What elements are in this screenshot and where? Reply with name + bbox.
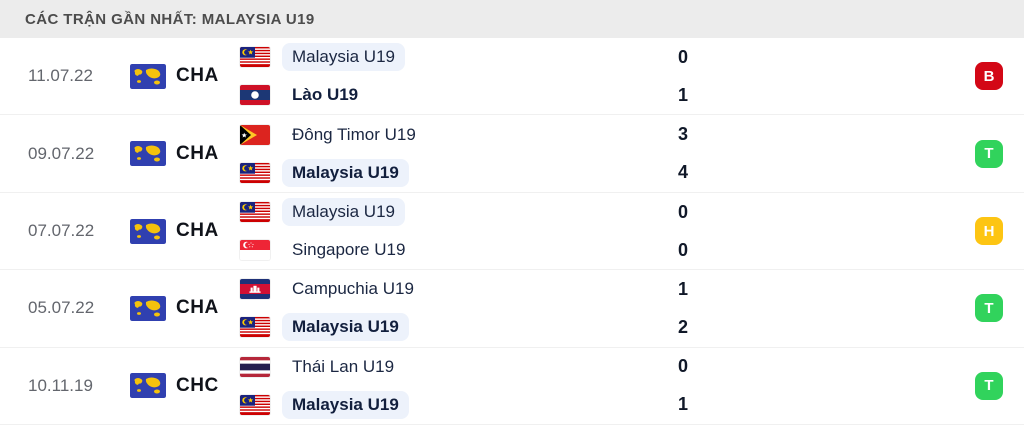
away-team-score: 4 — [677, 162, 688, 183]
competition-code: CHA — [176, 142, 219, 164]
away-team-line: Malaysia U19 4 — [240, 158, 975, 188]
home-team-score: 0 — [677, 356, 688, 377]
competition-code: CHA — [176, 65, 219, 87]
flag-malaysia-icon — [240, 47, 270, 68]
competition: CHA — [130, 295, 240, 321]
match-date: 09.07.22 — [28, 143, 95, 163]
home-team-name[interactable]: Thái Lan U19 — [292, 356, 395, 376]
flag-east-timor-icon — [240, 124, 270, 145]
match-row[interactable]: 05.07.22 CHA Campuchia U19 1 Malaysia U1… — [0, 270, 1024, 348]
match-teams: Malaysia U19 0 Singapore U19 0 — [240, 197, 975, 265]
home-team-line: Malaysia U19 0 — [240, 197, 975, 227]
flag-malaysia-icon — [240, 162, 270, 183]
home-team-score: 1 — [677, 278, 688, 299]
home-team-score: 0 — [677, 46, 688, 67]
match-date: 07.07.22 — [28, 221, 95, 241]
competition: CHA — [130, 218, 240, 244]
away-team-line: Malaysia U19 2 — [240, 312, 975, 342]
match-row[interactable]: 10.11.19 CHC Thái Lan U19 0 Malaysia U19… — [0, 347, 1024, 425]
flag-thailand-icon — [240, 356, 270, 377]
flag-cambodia-icon — [240, 279, 270, 300]
competition: CHA — [130, 63, 240, 89]
match-teams: Thái Lan U19 0 Malaysia U19 1 — [240, 352, 975, 420]
away-team-score: 2 — [677, 316, 688, 337]
competition-world-map-icon — [130, 141, 166, 167]
match-teams: Đông Timor U19 3 Malaysia U19 4 — [240, 120, 975, 188]
away-team-name[interactable]: Singapore U19 — [292, 240, 406, 260]
away-team-line: Singapore U19 0 — [240, 235, 975, 265]
competition-world-map-icon — [130, 295, 166, 321]
competition-code: CHA — [176, 220, 219, 242]
away-team-score: 1 — [677, 394, 688, 415]
match-teams: Malaysia U19 0 Lào U19 1 — [240, 42, 975, 110]
match-date: 10.11.19 — [28, 375, 93, 395]
match-row[interactable]: 07.07.22 CHA Malaysia U19 0 Singapore U1… — [0, 192, 1024, 271]
flag-laos-icon — [240, 85, 270, 106]
flag-malaysia-icon — [240, 317, 270, 338]
home-team-line: Thái Lan U19 0 — [240, 352, 975, 382]
home-team-name[interactable]: Đông Timor U19 — [292, 124, 416, 144]
result-badge-draw: H — [975, 217, 1003, 246]
home-team-line: Malaysia U19 0 — [240, 42, 975, 72]
home-team-line: Campuchia U19 1 — [240, 274, 975, 304]
away-team-name[interactable]: Lào U19 — [292, 85, 359, 105]
competition-world-map-icon — [130, 218, 166, 244]
result-badge-win: T — [975, 371, 1003, 400]
home-team-name[interactable]: Campuchia U19 — [292, 279, 414, 299]
away-team-score: 0 — [677, 239, 688, 260]
competition-code: CHA — [176, 297, 219, 319]
away-team-name[interactable]: Malaysia U19 — [282, 313, 409, 342]
match-date: 05.07.22 — [28, 298, 95, 318]
match-teams: Campuchia U19 1 Malaysia U19 2 — [240, 274, 975, 342]
home-team-name[interactable]: Malaysia U19 — [282, 198, 405, 227]
flag-malaysia-icon — [240, 394, 270, 415]
competition: CHC — [130, 373, 240, 399]
match-row[interactable]: 09.07.22 CHA Đông Timor U19 3 Malaysia U… — [0, 115, 1024, 193]
match-row[interactable]: 11.07.22 CHA Malaysia U19 0 Lào U19 1 B — [0, 38, 1024, 116]
result-badge-loss: B — [975, 62, 1003, 91]
result-badge-win: T — [975, 294, 1003, 323]
competition-code: CHC — [176, 374, 219, 396]
away-team-name[interactable]: Malaysia U19 — [282, 390, 409, 419]
away-team-name[interactable]: Malaysia U19 — [282, 158, 409, 187]
home-team-score: 3 — [677, 124, 688, 145]
competition-world-map-icon — [130, 373, 166, 399]
flag-singapore-icon — [240, 240, 270, 261]
match-date: 11.07.22 — [28, 66, 93, 86]
flag-malaysia-icon — [240, 202, 270, 223]
widget-title: CÁC TRẬN GẦN NHẤT: MALAYSIA U19 — [25, 10, 315, 28]
home-team-line: Đông Timor U19 3 — [240, 120, 975, 150]
widget-header: CÁC TRẬN GẦN NHẤT: MALAYSIA U19 — [0, 0, 1024, 38]
result-badge-win: T — [975, 139, 1003, 168]
home-team-name[interactable]: Malaysia U19 — [282, 43, 405, 72]
away-team-score: 1 — [677, 84, 688, 105]
away-team-line: Lào U19 1 — [240, 80, 975, 110]
competition-world-map-icon — [130, 63, 166, 89]
home-team-score: 0 — [677, 201, 688, 222]
away-team-line: Malaysia U19 1 — [240, 390, 975, 420]
competition: CHA — [130, 141, 240, 167]
